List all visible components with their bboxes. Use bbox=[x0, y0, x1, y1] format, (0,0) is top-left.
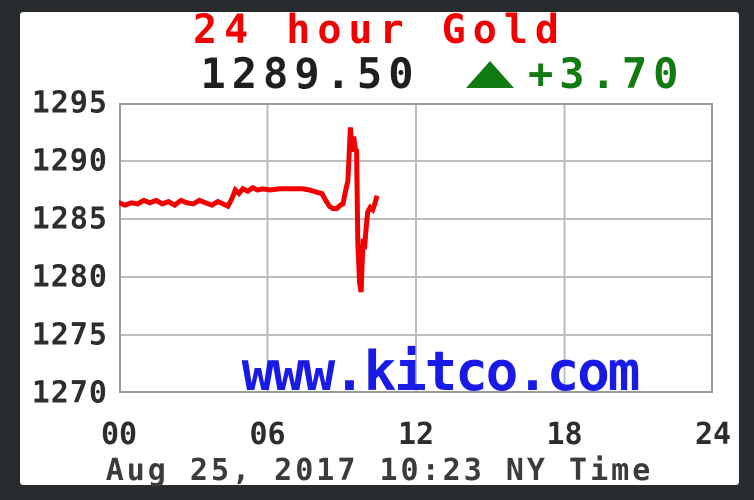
quote-row: 1289.50 +3.70 bbox=[180, 52, 684, 98]
kitco-watermark: www.kitco.com bbox=[242, 340, 639, 393]
price-line bbox=[119, 127, 380, 293]
x-tick-label: 24 bbox=[694, 417, 732, 452]
x-tick-label: 06 bbox=[249, 417, 286, 452]
price-line-chart: www.kitco.com bbox=[119, 103, 713, 393]
price-change: +3.70 bbox=[528, 49, 685, 98]
x-tick-label: 18 bbox=[546, 417, 583, 452]
x-axis: 00 06 12 18 24 bbox=[101, 417, 731, 452]
gold-chart-panel: 24 hour Gold 1289.50 +3.70 1295 1290 1285 1… bbox=[20, 7, 739, 488]
grid-and-line bbox=[119, 103, 713, 393]
x-tick-label: 12 bbox=[397, 417, 435, 452]
up-triangle-icon bbox=[466, 61, 514, 88]
y-tick-label: 1275 bbox=[31, 317, 108, 353]
y-tick-label: 1295 bbox=[31, 85, 108, 121]
y-tick-label: 1290 bbox=[31, 143, 108, 179]
chart-title: 24 hour Gold bbox=[193, 7, 566, 53]
x-tick-label: 00 bbox=[100, 417, 138, 452]
y-tick-label: 1285 bbox=[31, 201, 108, 237]
plot-border bbox=[119, 103, 713, 393]
y-tick-label: 1280 bbox=[31, 259, 108, 295]
y-axis: 1295 1290 1285 1280 1275 1270 bbox=[20, 86, 108, 411]
plot-region: www.kitco.com bbox=[119, 103, 713, 393]
timestamp-label: Aug 25, 2017 10:23 NY Time bbox=[105, 453, 654, 488]
y-tick-label: 1270 bbox=[31, 375, 108, 411]
current-price: 1289.50 bbox=[200, 49, 420, 98]
